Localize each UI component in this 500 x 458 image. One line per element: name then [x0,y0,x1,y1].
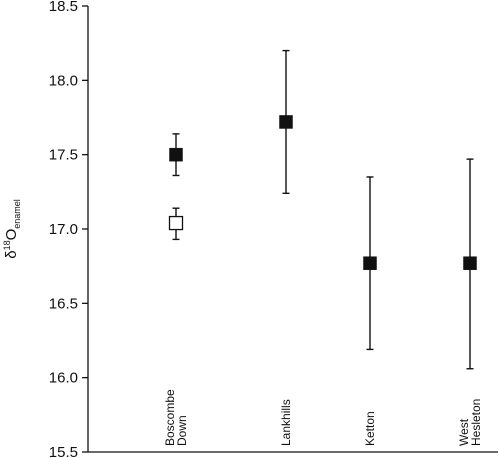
y-tick-label: 15.5 [49,444,78,458]
category-label: West [457,418,471,446]
y-label-prefix: δ [3,250,20,258]
y-tick-label: 18.5 [49,0,78,15]
y-tick-label: 17.5 [49,147,78,164]
y-tick-label: 16.0 [49,370,78,387]
y-axis-label: δ18Oenamel [2,199,22,259]
filled-square-marker [463,256,477,270]
category-label: Lankhills [279,399,293,446]
y-label-main: O [3,229,20,241]
filled-square-marker [279,115,293,129]
y-tick-label: 17.0 [49,221,78,238]
category-label: Down [175,415,189,446]
y-ticks: 15.5 16.0 16.5 17.0 17.5 18.0 18.5 [49,0,88,458]
y-label-sub: enamel [12,199,22,229]
category-label: Ketton [363,411,377,446]
open-square-marker [168,215,184,231]
data-marks [168,49,477,370]
filled-square-marker [363,256,377,270]
category-label: Hesleton [469,399,483,446]
y-label-sup: 18 [2,240,12,250]
y-tick-label: 18.0 [49,72,78,89]
filled-square-marker [169,147,183,162]
category-label: Boscombe [163,389,177,446]
y-tick-label: 16.5 [49,295,78,312]
